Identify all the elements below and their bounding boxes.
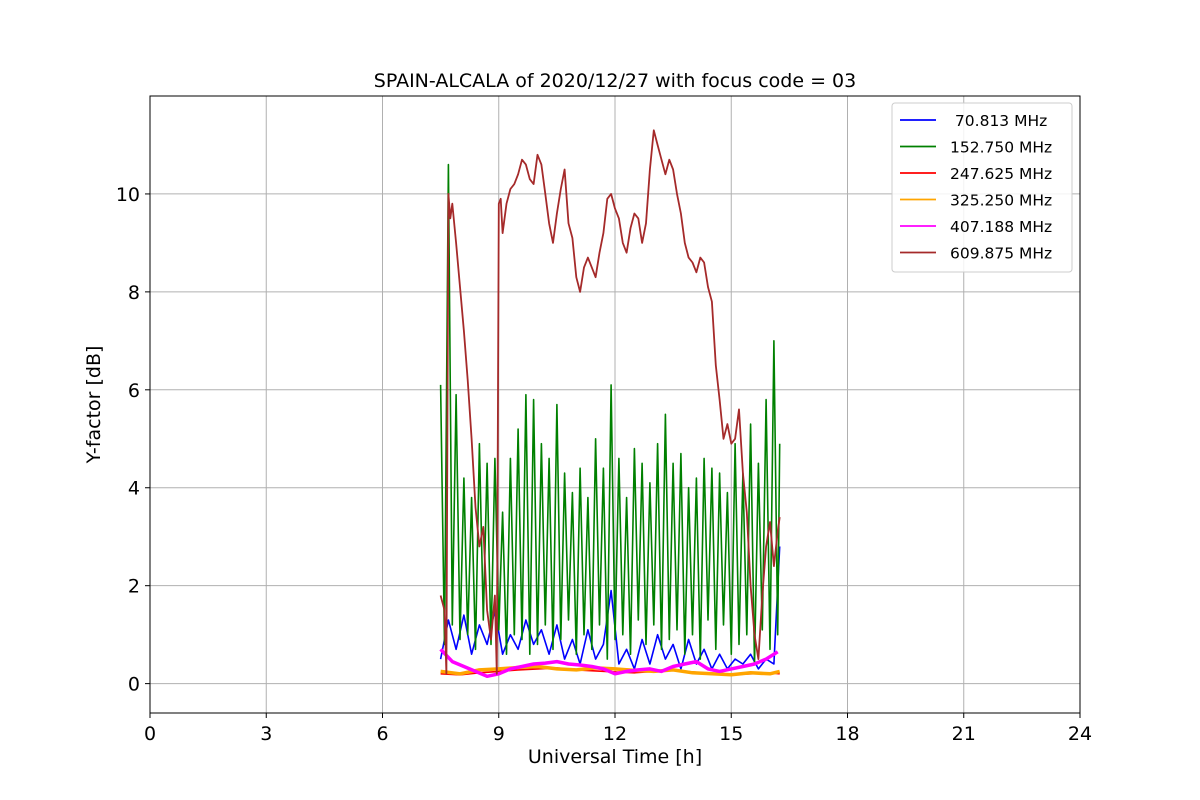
y-axis-label: Y-factor [dB] (83, 346, 105, 465)
series-line-5 (439, 129, 781, 675)
legend-label: 325.250 MHz (950, 192, 1052, 210)
y-tick-label: 2 (128, 576, 140, 598)
chart-title: SPAIN-ALCALA of 2020/12/27 with focus co… (374, 70, 856, 92)
legend-label: 247.625 MHz (950, 165, 1052, 183)
legend-label: 152.750 MHz (950, 139, 1052, 157)
legend-label: 70.813 MHz (950, 112, 1047, 130)
y-tick-label: 8 (128, 282, 140, 304)
x-tick-label: 0 (144, 723, 156, 745)
x-tick-label: 18 (835, 723, 859, 745)
legend-label: 609.875 MHz (950, 245, 1052, 263)
x-tick-label: 3 (260, 723, 272, 745)
x-axis-label: Universal Time [h] (528, 746, 702, 768)
x-tick-label: 21 (952, 723, 976, 745)
y-tick-label: 0 (128, 674, 140, 696)
legend-label: 407.188 MHz (950, 218, 1052, 236)
x-tick-label: 24 (1068, 723, 1092, 745)
legend-box (891, 102, 1073, 273)
axis-ticks (145, 193, 1081, 718)
y-tick-label: 4 (128, 478, 140, 500)
x-tick-label: 12 (603, 723, 627, 745)
legend: 70.813 MHz 152.750 MHz 247.625 MHz 325.250 … (891, 102, 1073, 273)
y-tick-label: 10 (116, 184, 140, 206)
x-tick-label: 15 (719, 723, 743, 745)
x-tick-label: 6 (376, 723, 388, 745)
y-tick-label: 6 (128, 380, 140, 402)
series-lines (439, 129, 781, 679)
x-tick-label: 9 (493, 723, 505, 745)
series-line-3 (440, 664, 781, 677)
